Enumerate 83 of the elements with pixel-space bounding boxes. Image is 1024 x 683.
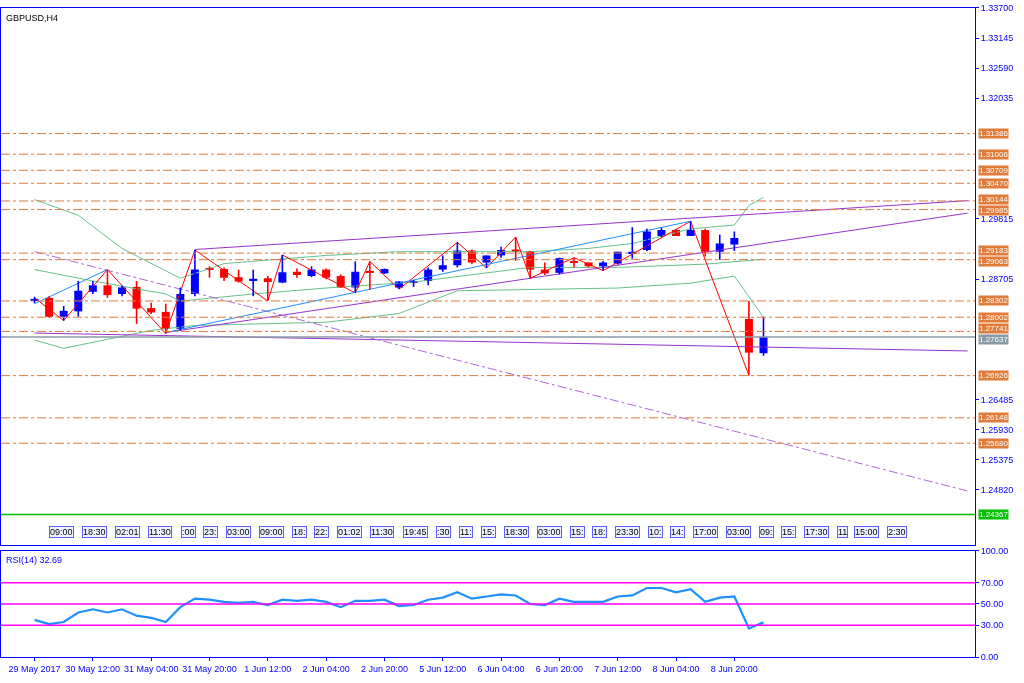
- ref-line-label: 1.24367: [979, 510, 1009, 519]
- ref-line-label: 1.25680: [979, 439, 1009, 448]
- annotation: 15:: [782, 527, 795, 537]
- x-tick-label: 8 Jun 20:00: [710, 663, 758, 674]
- annotation: :00: [182, 527, 195, 537]
- ref-line-label: 1.30709: [979, 166, 1009, 175]
- ref-line-label: 1.30470: [979, 179, 1009, 188]
- ref-line-label: 1.29063: [979, 257, 1009, 266]
- annotation: 15:00: [855, 527, 878, 537]
- y-tick-label: 1.25930: [980, 424, 1014, 435]
- annotation: 02:01: [116, 527, 139, 537]
- ref-line-label: 1.29183: [979, 246, 1009, 255]
- ref-line-label: 1.26926: [979, 371, 1009, 380]
- y-tick-label: 1.33700: [980, 3, 1014, 14]
- annotation: 09:: [760, 527, 773, 537]
- annotation: 11:30: [149, 527, 171, 537]
- ref-line-label: 1.31386: [979, 129, 1009, 138]
- annotation: 11: [838, 527, 848, 537]
- annotation: 11:: [460, 527, 472, 537]
- ref-line-label: 1.29985: [979, 206, 1009, 215]
- line-series: [34, 196, 764, 279]
- y-tick-label: 30.00: [980, 620, 1004, 631]
- x-tick-label: 30 May 12:00: [65, 663, 121, 674]
- y-tick-label: 1.24820: [980, 485, 1014, 496]
- y-tick-label: 0.00: [980, 652, 999, 663]
- x-tick-label: 6 Jun 20:00: [535, 663, 583, 674]
- ref-line-label: 1.26148: [979, 413, 1009, 422]
- x-tick-label: 31 May 20:00: [182, 663, 237, 674]
- annotation: 09:00: [50, 527, 73, 537]
- annotation: 15:: [482, 527, 495, 537]
- ref-line-label: 1.31006: [979, 150, 1009, 159]
- candlestick: [730, 230, 739, 252]
- ref-line-label: 1.28302: [979, 296, 1009, 305]
- annotation: 18:: [593, 527, 606, 537]
- y-tick-label: 70.00: [980, 577, 1004, 588]
- text: GBPUSD,H4: [6, 13, 59, 23]
- annotation: 18:30: [505, 527, 528, 537]
- annotation: :30: [437, 527, 450, 537]
- line-series: [33, 586, 765, 630]
- annotation: 22:: [315, 527, 328, 537]
- annotation: 03:00: [538, 527, 561, 537]
- candlestick: [278, 254, 287, 284]
- ref-line-label: 1.30144: [979, 195, 1009, 204]
- candlestick: [103, 268, 112, 299]
- y-tick-label: 1.26485: [980, 394, 1014, 405]
- annotation: 03:00: [727, 527, 750, 537]
- y-tick-label: 100.00: [980, 545, 1009, 556]
- x-tick-label: 5 Jun 12:00: [419, 663, 467, 674]
- y-tick-label: 1.25375: [980, 454, 1014, 465]
- annotation: 23:: [204, 527, 217, 537]
- annotation: 17:00: [694, 527, 717, 537]
- y-tick-label: 1.28705: [980, 274, 1014, 285]
- x-tick-label: 2 Jun 04:00: [302, 663, 350, 674]
- x-tick-label: 1 Jun 12:00: [244, 663, 292, 674]
- annotation: 03:00: [227, 527, 250, 537]
- ref-line-label: 1.27741: [979, 324, 1009, 333]
- annotation: 19:45: [404, 527, 427, 537]
- x-tick-label: 31 May 04:00: [123, 663, 179, 674]
- x-tick-label: 7 Jun 12:00: [594, 663, 642, 674]
- y-tick-label: 1.33145: [980, 33, 1014, 44]
- annotation: 17:30: [805, 527, 828, 537]
- text: RSI(14) 32.69: [6, 555, 63, 565]
- y-tick-label: 1.32590: [980, 63, 1014, 74]
- annotation: 01:02: [338, 527, 361, 537]
- y-tick-label: 1.29815: [980, 213, 1014, 224]
- x-tick-label: 6 Jun 04:00: [477, 663, 525, 674]
- annotation: 23:30: [616, 527, 639, 537]
- ref-line-label: 1.28002: [979, 313, 1009, 322]
- annotation: 2:30: [888, 527, 906, 537]
- y-tick-label: 50.00: [980, 599, 1004, 610]
- x-tick-label: 8 Jun 04:00: [652, 663, 700, 674]
- annotation: 18:: [293, 527, 306, 537]
- annotation: 18:30: [83, 527, 106, 537]
- annotation: 14:: [671, 527, 684, 537]
- annotation: 09:00: [260, 527, 283, 537]
- ref-line-label: 1.27637: [979, 335, 1009, 344]
- line-series: [34, 275, 764, 349]
- x-tick-label: 29 May 2017: [8, 663, 61, 674]
- annotation: 11:30: [371, 527, 393, 537]
- x-tick-label: 2 Jun 20:00: [360, 663, 408, 674]
- y-tick-label: 1.32035: [980, 93, 1014, 104]
- annotation: 10:: [649, 527, 662, 537]
- annotation: 15:: [571, 527, 584, 537]
